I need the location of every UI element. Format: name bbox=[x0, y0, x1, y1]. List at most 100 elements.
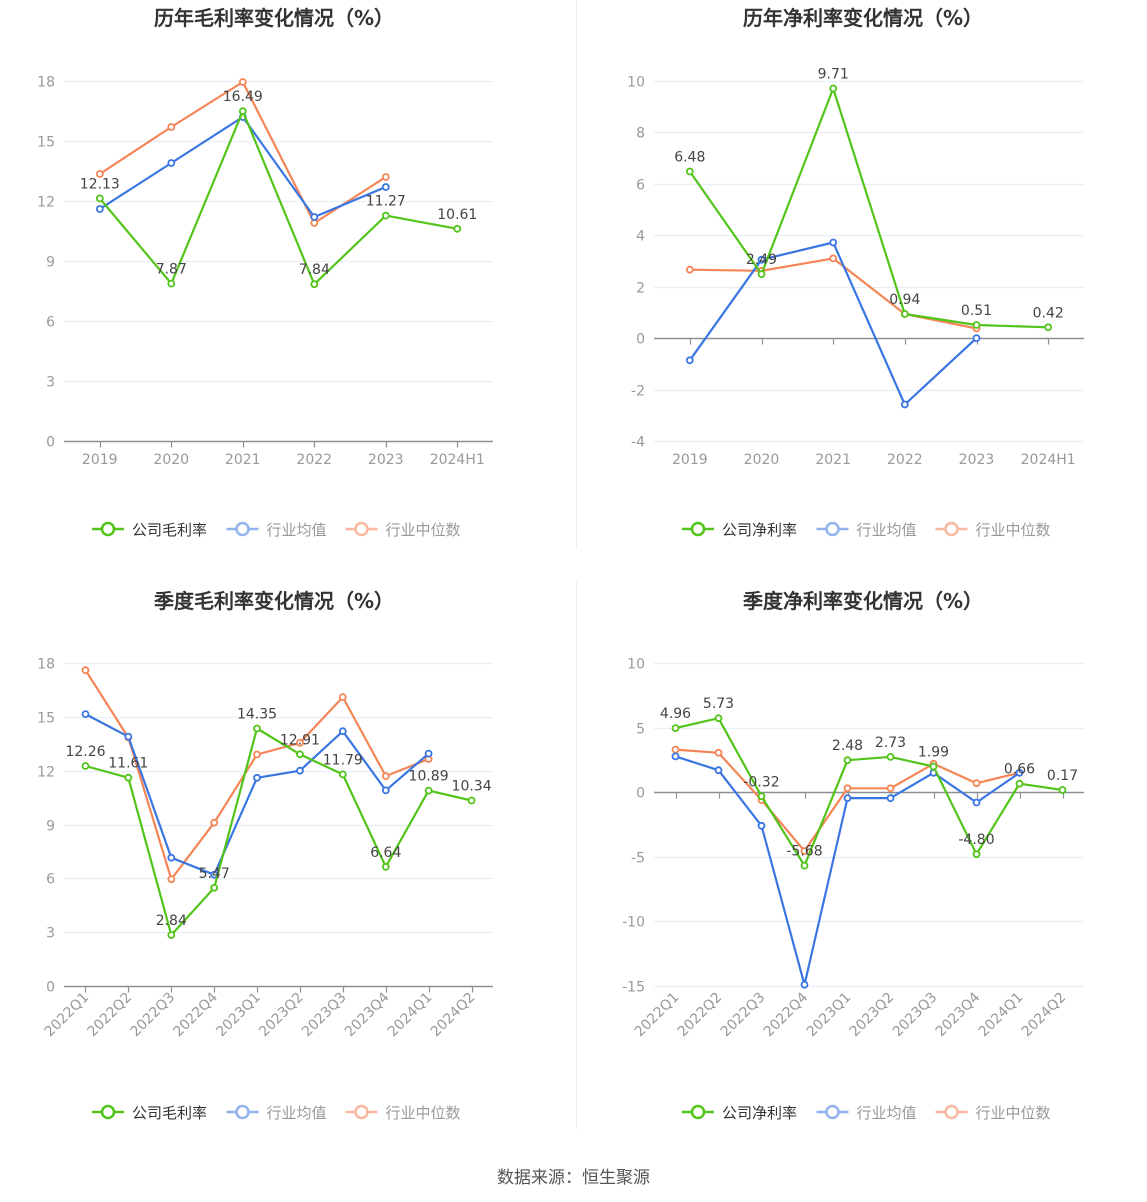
data-point-company bbox=[829, 84, 838, 93]
y-tick-label: 3 bbox=[46, 926, 55, 942]
data-point-industry-avg bbox=[757, 821, 766, 830]
y-tick-label: 0 bbox=[46, 980, 55, 996]
x-tick-label: 2022Q3 bbox=[718, 990, 769, 1041]
legend-item-industry-avg[interactable]: 行业均值 bbox=[226, 1104, 327, 1122]
data-point-industry-median bbox=[295, 739, 304, 747]
legend-item-industry-avg[interactable]: 行业均值 bbox=[816, 1104, 917, 1122]
data-point-company bbox=[424, 786, 433, 795]
y-tick-label: 4 bbox=[636, 229, 645, 245]
series-line-company bbox=[98, 110, 458, 286]
data-point-industry-avg bbox=[714, 766, 723, 775]
data-point-industry-avg bbox=[757, 255, 766, 264]
legend-item-industry-median[interactable]: 行业中位数 bbox=[345, 1104, 461, 1122]
x-tick-label: 2020 bbox=[744, 452, 780, 468]
y-tick-label: 10 bbox=[627, 75, 645, 91]
data-point-company bbox=[757, 270, 766, 279]
data-point-industry-avg bbox=[671, 752, 680, 761]
y-tick-label: 5 bbox=[636, 722, 645, 738]
legend-item-industry-median[interactable]: 行业中位数 bbox=[935, 1104, 1051, 1122]
legend-label: 行业均值 bbox=[267, 521, 327, 539]
data-point-company bbox=[714, 714, 723, 723]
y-tick-label: 6 bbox=[46, 872, 55, 888]
data-point-company bbox=[900, 310, 909, 318]
data-label: 0.94 bbox=[889, 292, 920, 308]
data-point-company bbox=[210, 883, 219, 892]
x-tick-label: 2022Q3 bbox=[127, 990, 178, 1041]
data-point-company bbox=[843, 756, 852, 765]
legend-item-industry-avg[interactable]: 行业均值 bbox=[226, 521, 327, 539]
data-label: 10.34 bbox=[452, 779, 492, 795]
data-point-industry-avg bbox=[95, 205, 104, 213]
y-tick-label: 6 bbox=[46, 315, 55, 331]
x-tick-label: 2021 bbox=[815, 452, 851, 468]
x-tick-label: 2024Q2 bbox=[428, 990, 479, 1041]
data-point-industry-avg bbox=[424, 749, 433, 758]
data-point-industry-median bbox=[338, 693, 347, 701]
data-point-industry-avg bbox=[843, 794, 852, 802]
data-label: 2.84 bbox=[156, 913, 187, 929]
legend: 公司净利率 行业均值 行业中位数 bbox=[682, 521, 1051, 539]
x-tick-label: 2022 bbox=[296, 452, 332, 468]
data-point-industry-avg bbox=[338, 727, 347, 736]
legend-circle-icon bbox=[825, 521, 840, 537]
data-point-industry-avg bbox=[1015, 768, 1024, 777]
data-point-company bbox=[1044, 323, 1053, 332]
y-tick-label: 12 bbox=[37, 195, 55, 211]
chart-annual-net-margin: 历年净利率变化情况（%） -4 -2 0 2 4 6 8 10 2019 2020 2021 2022… bbox=[627, 6, 1084, 539]
data-point-industry-median bbox=[886, 784, 895, 793]
x-tick-label: 2022Q2 bbox=[85, 990, 136, 1041]
data-label: 2.48 bbox=[832, 738, 863, 754]
legend-item-industry-median[interactable]: 行业中位数 bbox=[935, 521, 1051, 539]
legend-circle-icon bbox=[944, 521, 959, 537]
data-label: -0.32 bbox=[743, 774, 779, 790]
legend-item-company[interactable]: 公司净利率 bbox=[682, 1104, 797, 1122]
legend-item-industry-avg[interactable]: 行业均值 bbox=[816, 521, 917, 539]
legend-circle-icon bbox=[354, 521, 369, 537]
legend-item-company[interactable]: 公司毛利率 bbox=[92, 521, 207, 539]
legend-circle-icon bbox=[235, 1104, 250, 1120]
data-label: 6.48 bbox=[674, 150, 705, 166]
legend-circle-icon bbox=[100, 521, 116, 537]
data-point-industry-median bbox=[167, 875, 176, 884]
data-label: -4.80 bbox=[958, 832, 994, 848]
y-tick-label: -4 bbox=[631, 435, 645, 451]
legend-circle-icon bbox=[690, 521, 706, 537]
data-point-company bbox=[167, 931, 176, 939]
data-point-industry-median bbox=[972, 779, 981, 788]
data-point-industry-median bbox=[167, 123, 176, 131]
x-tick-label: 2022Q2 bbox=[675, 990, 726, 1041]
legend-circle-icon bbox=[944, 1104, 959, 1120]
data-point-industry-avg bbox=[800, 980, 809, 989]
data-point-industry-median bbox=[238, 78, 247, 86]
legend-item-company[interactable]: 公司毛利率 bbox=[92, 1104, 207, 1122]
data-point-company bbox=[800, 861, 809, 870]
data-point-company bbox=[467, 796, 476, 805]
series-line-industry-avg bbox=[688, 241, 978, 406]
data-point-industry-avg bbox=[381, 786, 390, 795]
data-point-company bbox=[238, 107, 247, 116]
y-tick-label: 12 bbox=[37, 765, 55, 781]
data-point-industry-median bbox=[95, 170, 104, 178]
x-tick-label: 2023Q1 bbox=[213, 990, 264, 1041]
data-point-company bbox=[1015, 779, 1024, 788]
data-label: -5.68 bbox=[786, 844, 822, 860]
data-point-industry-avg bbox=[81, 710, 90, 718]
legend-item-company[interactable]: 公司净利率 bbox=[682, 521, 797, 539]
y-tick-label: 8 bbox=[636, 126, 645, 142]
y-tick-label: 18 bbox=[37, 657, 55, 673]
legend-label: 行业中位数 bbox=[976, 1104, 1051, 1122]
legend-label: 公司毛利率 bbox=[132, 1104, 207, 1122]
data-label: 0.42 bbox=[1033, 305, 1064, 321]
y-tick-label: 9 bbox=[46, 255, 55, 271]
data-point-industry-avg bbox=[167, 159, 176, 167]
chart-title: 历年净利率变化情况（%） bbox=[743, 6, 983, 30]
legend-item-industry-median[interactable]: 行业中位数 bbox=[345, 521, 461, 539]
data-label: 9.71 bbox=[818, 67, 849, 83]
data-label: 11.61 bbox=[108, 756, 148, 772]
legend-label: 公司净利率 bbox=[722, 1104, 797, 1122]
series-line-company bbox=[85, 727, 472, 937]
legend-label: 行业均值 bbox=[267, 1104, 327, 1122]
y-tick-label: 3 bbox=[46, 375, 55, 391]
y-tick-label: 10 bbox=[627, 657, 645, 673]
data-point-industry-avg bbox=[381, 183, 390, 191]
